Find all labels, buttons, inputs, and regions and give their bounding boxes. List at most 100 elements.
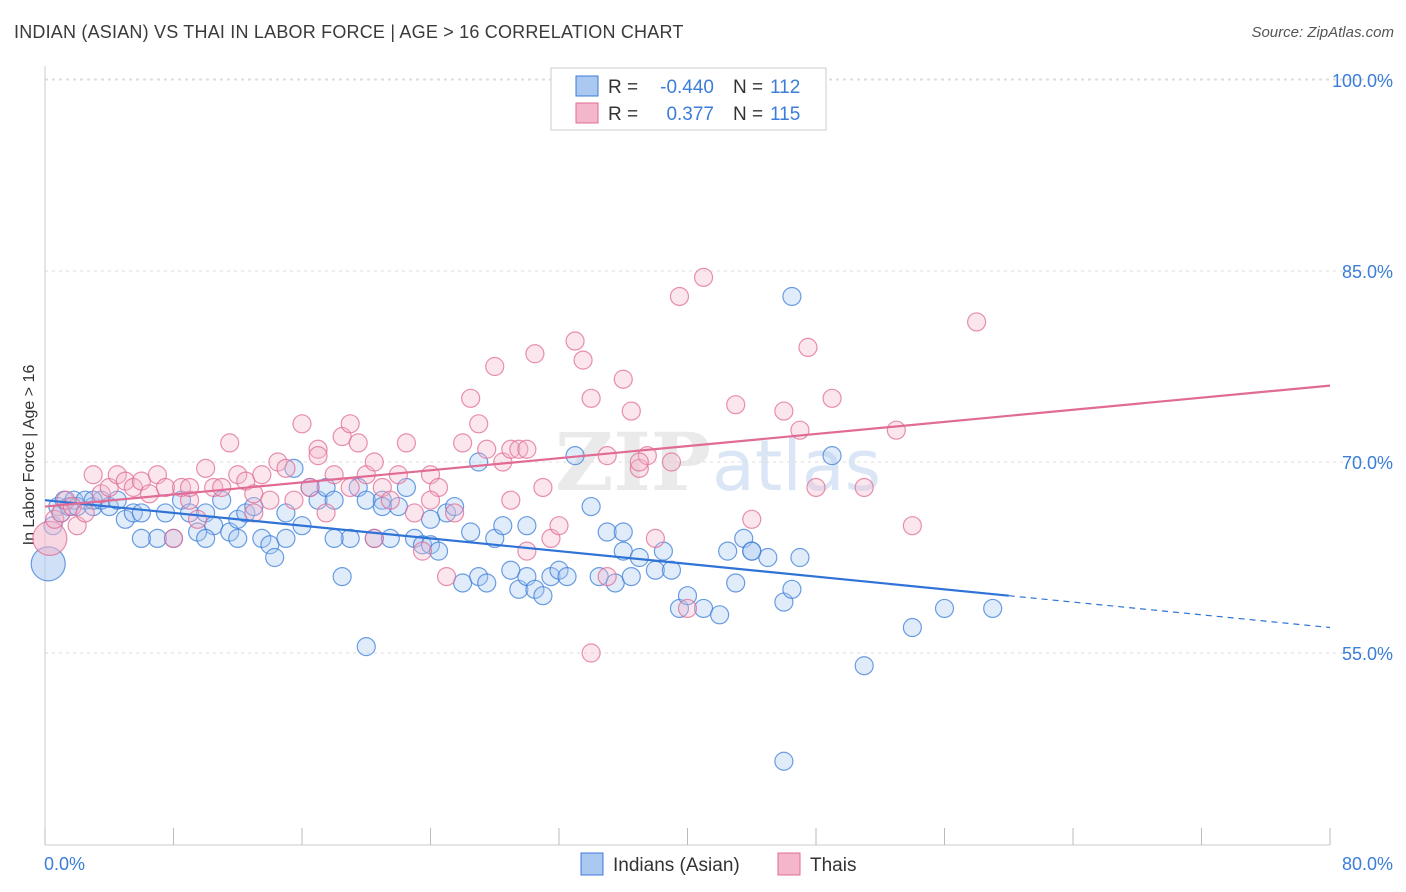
- indians-point: [645, 560, 665, 580]
- thais-point: [549, 516, 569, 536]
- thais-point: [316, 503, 336, 523]
- indians-point: [613, 522, 633, 542]
- thais-point: [742, 509, 762, 529]
- thais-point: [629, 452, 649, 472]
- thais-point: [525, 344, 545, 364]
- indians-point: [324, 528, 344, 549]
- indians-point: [621, 566, 641, 587]
- x-tick-labels: 0.0% 80.0%: [44, 854, 1393, 874]
- thais-point: [284, 490, 304, 510]
- indians-point: [854, 656, 874, 676]
- thais-point: [677, 598, 698, 619]
- thais-point: [292, 414, 312, 434]
- trend-lines: [44, 384, 1331, 629]
- indians-point: [533, 586, 553, 606]
- indians-point: [131, 503, 151, 523]
- thais-point: [51, 503, 71, 523]
- thais-point: [364, 452, 384, 472]
- thais-point: [420, 490, 441, 510]
- series-indians-points: [30, 286, 1003, 771]
- thais-point: [669, 286, 690, 307]
- thais-point: [196, 458, 216, 478]
- y-tick-label: 70.0%: [1342, 453, 1393, 473]
- indians-point: [420, 509, 441, 529]
- thais-point: [967, 312, 987, 332]
- thais-point: [396, 433, 417, 453]
- indians-point: [693, 598, 714, 619]
- axes: [44, 66, 1331, 846]
- thais-point: [477, 439, 497, 459]
- thais-point: [485, 356, 505, 377]
- indians-point: [428, 541, 449, 561]
- legend-thais-label: Thais: [810, 855, 856, 876]
- indians-point: [453, 573, 473, 593]
- thais-point: [187, 509, 208, 529]
- thais-point: [308, 446, 328, 466]
- indians-point: [782, 286, 802, 307]
- indians-point: [774, 751, 794, 771]
- thais-point: [32, 520, 68, 557]
- thais-point: [822, 388, 842, 408]
- thais-point: [212, 477, 232, 498]
- thais-point: [573, 350, 593, 370]
- thais-point: [83, 465, 103, 485]
- indians-point: [196, 528, 216, 549]
- indians-point: [822, 446, 842, 466]
- indians-trend-line: [44, 499, 1009, 597]
- chart-title: INDIAN (ASIAN) VS THAI IN LABOR FORCE | …: [14, 22, 684, 42]
- indians-point: [597, 522, 617, 542]
- thais-point: [693, 267, 714, 287]
- indians-point: [517, 516, 537, 536]
- y-axis-label: In Labor Force | Age > 16: [21, 365, 38, 546]
- legend-r-label-1: R =: [608, 77, 638, 98]
- legend-r-value-1: -0.440: [660, 77, 714, 98]
- indians-point: [356, 637, 376, 657]
- indians-point: [782, 579, 802, 599]
- thais-point: [163, 528, 184, 549]
- series-legend: Indians (Asian) Thais: [580, 852, 856, 876]
- thais-point: [581, 388, 601, 408]
- thais-point: [308, 439, 328, 459]
- y-tick-label: 55.0%: [1342, 644, 1393, 664]
- thais-point: [220, 433, 240, 453]
- thais-point: [661, 452, 682, 472]
- legend-r-label-2: R =: [608, 104, 638, 125]
- y-tick-label: 85.0%: [1342, 262, 1393, 282]
- thais-point: [276, 458, 296, 478]
- thais-point: [444, 503, 465, 523]
- indians-point: [742, 541, 762, 561]
- legend-swatch-blue: [575, 75, 599, 97]
- indians-point: [581, 496, 601, 517]
- indians-point: [444, 496, 465, 517]
- thais-point: [380, 490, 400, 510]
- legend-swatch-pink: [575, 102, 599, 124]
- indians-point: [718, 541, 738, 561]
- thais-point: [645, 528, 665, 549]
- thais-point: [340, 414, 360, 434]
- indians-point: [228, 528, 248, 549]
- thais-point: [517, 439, 537, 459]
- thais-point: [581, 643, 601, 663]
- thais-point: [774, 401, 794, 421]
- indians-point: [356, 490, 376, 510]
- thais-point: [436, 566, 457, 587]
- thais-point: [533, 477, 553, 498]
- indians-point: [332, 566, 352, 587]
- indians-point: [557, 566, 577, 587]
- indians-point: [902, 617, 922, 638]
- thais-point: [517, 541, 537, 561]
- legend-thais-swatch: [777, 852, 801, 876]
- legend-n-value-1: 112: [770, 77, 800, 98]
- thais-point: [453, 433, 473, 453]
- thais-point: [621, 401, 641, 421]
- thais-point: [726, 395, 746, 415]
- thais-point: [902, 516, 922, 536]
- thais-point: [798, 337, 818, 357]
- y-tick-label: 100.0%: [1332, 71, 1393, 91]
- thais-point: [509, 439, 529, 459]
- indians-point: [983, 598, 1003, 619]
- indians-point: [726, 573, 746, 593]
- thais-point: [340, 477, 360, 498]
- chart-source: Source: ZipAtlas.com: [1251, 24, 1394, 41]
- stats-legend: R = -0.440 N = 112 R = 0.377 N = 115: [550, 67, 827, 131]
